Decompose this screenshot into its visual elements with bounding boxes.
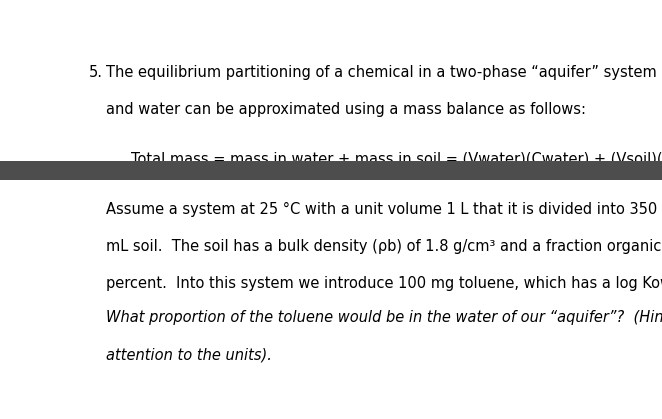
Text: mL soil.  The soil has a bulk density (ρb) of 1.8 g/cm³ and a fraction organic m: mL soil. The soil has a bulk density (ρb… <box>106 239 662 254</box>
Text: 5.: 5. <box>89 65 103 80</box>
Text: and water can be approximated using a mass balance as follows:: and water can be approximated using a ma… <box>106 102 586 117</box>
Text: Total mass = mass in water + mass in soil = (Vwater)(Cwater) + (Vsoil)(Csoil): Total mass = mass in water + mass in soi… <box>132 152 662 167</box>
Text: The equilibrium partitioning of a chemical in a two-phase “aquifer” system compr: The equilibrium partitioning of a chemic… <box>106 65 662 80</box>
Text: attention to the units).: attention to the units). <box>106 347 271 362</box>
Text: percent.  Into this system we introduce 100 mg toluene, which has a log Kow = 2.: percent. Into this system we introduce 1… <box>106 276 662 291</box>
Text: Assume a system at 25 °C with a unit volume 1 L that it is divided into 350 mL w: Assume a system at 25 °C with a unit vol… <box>106 202 662 217</box>
Text: What proportion of the toluene would be in the water of our “aquifer”?  (Hint: p: What proportion of the toluene would be … <box>106 310 662 325</box>
